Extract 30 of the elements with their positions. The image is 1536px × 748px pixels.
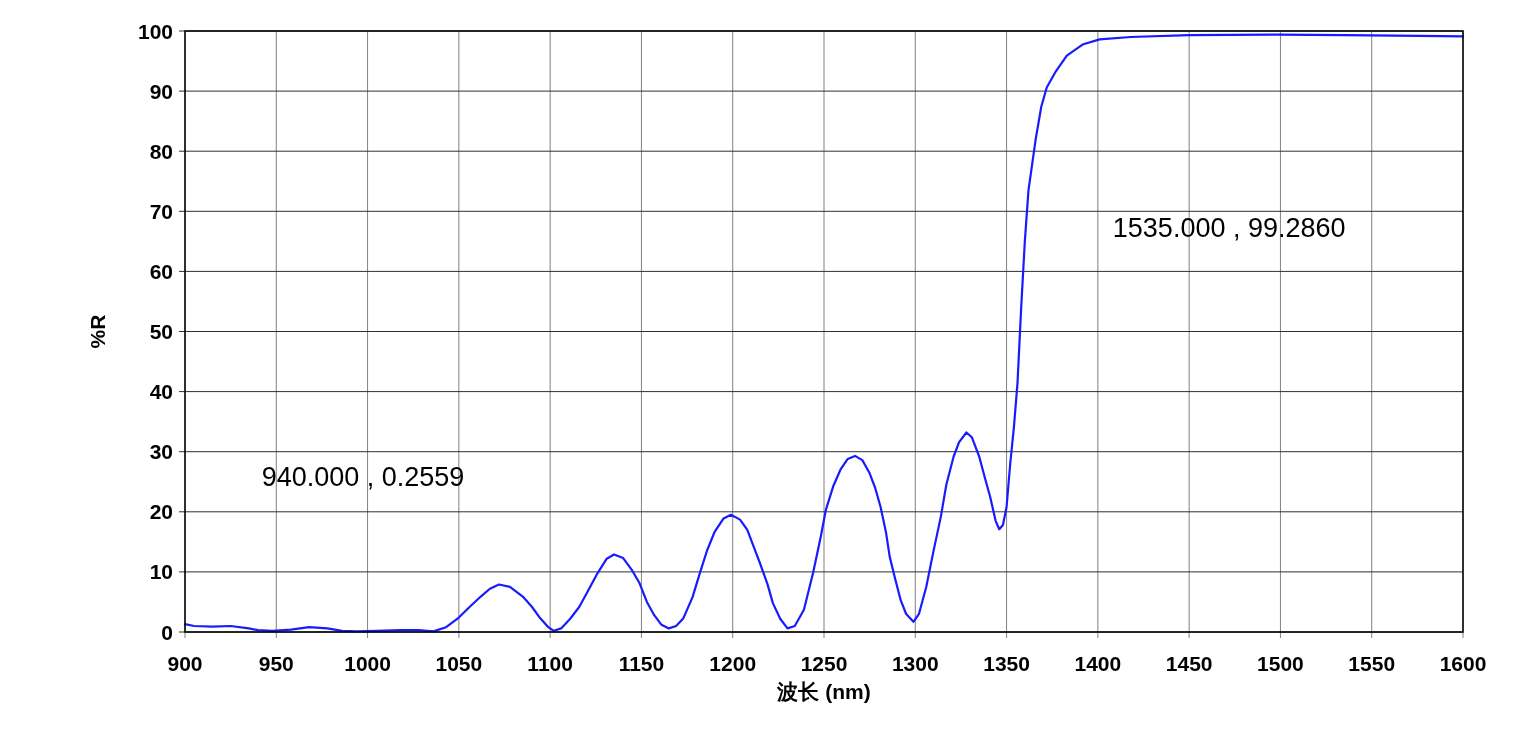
x-tick-label: 1450 (1165, 652, 1213, 675)
y-tick-label: 90 (149, 79, 173, 103)
y-tick-label: 10 (149, 560, 173, 584)
x-tick-label: 1100 (527, 652, 573, 675)
y-tick-label: 60 (149, 259, 173, 283)
x-tick-label: 1000 (344, 652, 391, 675)
x-tick-label: 950 (258, 652, 294, 675)
y-tick-label: 100 (137, 19, 173, 43)
annotation: 1535.000 , 99.2860 (1112, 213, 1346, 244)
x-tick-label: 1350 (983, 652, 1030, 675)
x-tick-label: 1300 (891, 652, 939, 675)
annotation: 940.000 , 0.2559 (261, 461, 465, 492)
x-tick-label: 900 (167, 652, 203, 675)
y-tick-label: 0 (161, 620, 173, 644)
x-tick-label: 1250 (800, 652, 848, 675)
x-axis-title: 波长 (nm) (776, 680, 871, 703)
x-tick-label: 1400 (1074, 652, 1122, 675)
x-tick-label: 1150 (618, 652, 665, 675)
x-tick-label: 1600 (1439, 652, 1487, 675)
x-tick-label: 1500 (1257, 652, 1304, 675)
y-tick-label: 30 (149, 440, 173, 464)
y-tick-label: 40 (149, 380, 173, 404)
y-tick-label: 20 (149, 500, 173, 524)
x-tick-label: 1550 (1348, 652, 1396, 675)
y-tick-label: 50 (149, 320, 173, 343)
y-axis-title: %R (86, 314, 109, 349)
y-tick-label: 80 (149, 139, 173, 163)
x-tick-label: 1200 (709, 652, 757, 675)
y-tick-label: 70 (149, 199, 173, 223)
x-tick-label: 1050 (435, 652, 483, 675)
